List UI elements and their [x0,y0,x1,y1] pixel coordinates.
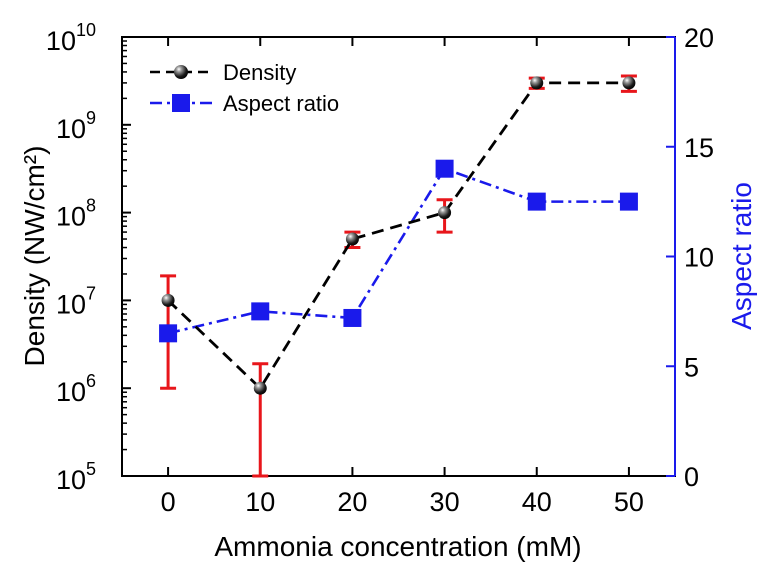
aspect-ratio-point [619,192,638,211]
right-y-tick-label: 0 [684,462,699,492]
legend-item-density: Density [150,60,296,85]
left-y-tick-label: 108 [56,196,96,232]
left-y-tick-label: 105 [56,459,96,495]
left-y-tick-label: 109 [56,108,96,144]
density-line [167,81,629,391]
density-point [345,232,359,246]
legend-marker-aspect-ratio [172,94,190,112]
density-point [253,381,267,395]
series-lines [167,81,629,391]
aspect-ratio-point [527,192,546,211]
aspect-ratio-point [343,308,362,327]
right-y-axis-ticks: 0 5 10 15 20 [666,23,714,492]
left-y-tick-label: 106 [56,371,96,407]
legend-marker-density [174,65,188,79]
x-tick-label: 20 [337,487,367,517]
x-axis-title: Ammonia concentration (mM) [214,531,581,562]
left-y-axis-ticks: 105 106 107 108 109 1010 [46,20,131,495]
left-y-tick-label: 107 [56,283,96,319]
right-y-tick-label: 20 [684,23,714,53]
legend: Density Aspect ratio [150,60,339,116]
density-point [622,76,636,90]
left-y-axis-title: Density (NW/cm²) [19,146,50,367]
right-y-tick-label: 10 [684,243,714,273]
legend-item-aspect-ratio: Aspect ratio [150,91,339,116]
density-error-bars [160,74,637,478]
right-y-axis-title: Aspect ratio [726,182,757,330]
aspect-ratio-line [167,167,629,335]
density-point [438,206,452,220]
x-axis-ticks: 0 10 20 30 40 50 [161,37,644,517]
x-tick-label: 50 [614,487,644,517]
density-point [161,293,175,307]
right-y-tick-label: 5 [684,352,699,382]
x-tick-label: 40 [522,487,552,517]
aspect-ratio-point [435,159,454,178]
legend-label-aspect-ratio: Aspect ratio [223,91,339,116]
aspect-ratio-point [251,302,270,321]
density-point [530,76,544,90]
x-tick-label: 30 [430,487,460,517]
left-y-tick-label: 1010 [46,20,96,56]
aspect-ratio-point [159,324,178,343]
series-markers [159,76,638,395]
legend-label-density: Density [223,60,296,85]
right-y-tick-label: 15 [684,133,714,163]
x-tick-label: 10 [245,487,275,517]
x-tick-label: 0 [161,487,176,517]
